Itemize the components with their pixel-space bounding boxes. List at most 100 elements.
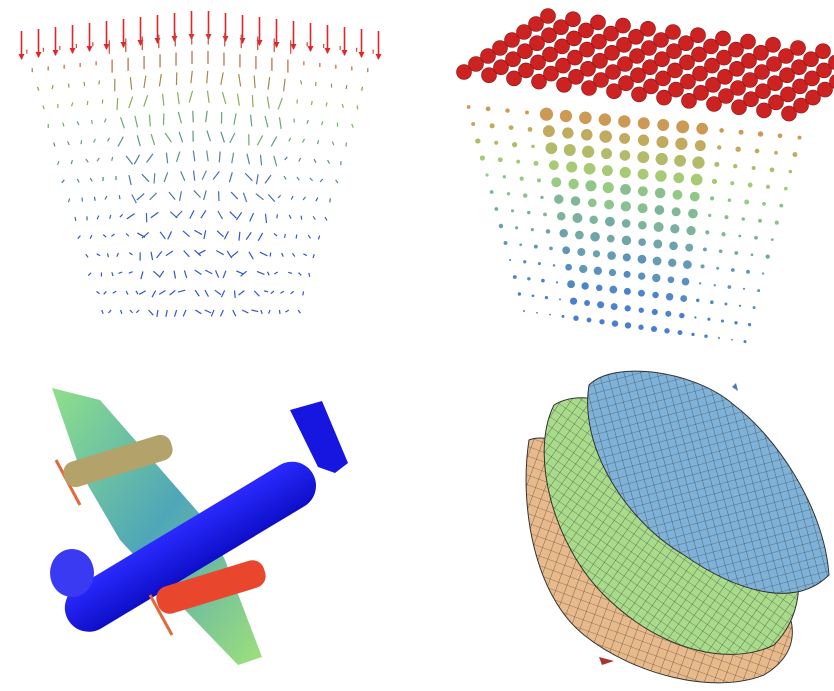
vector-arrow xyxy=(233,290,236,298)
vector-arrow xyxy=(201,170,208,181)
airplane-model xyxy=(50,388,348,665)
sphere xyxy=(714,161,720,167)
vector-arrow xyxy=(140,271,144,280)
sphere xyxy=(741,52,757,69)
vector-arrow xyxy=(148,309,154,316)
sphere xyxy=(668,81,684,98)
sphere xyxy=(599,130,612,143)
vector-arrow xyxy=(312,215,316,220)
vector-arrow xyxy=(192,150,196,162)
sphere xyxy=(605,216,615,227)
sphere xyxy=(530,54,546,71)
vector-arrow xyxy=(128,271,133,274)
vector-arrow xyxy=(278,309,281,315)
vector-arrow-head xyxy=(35,52,42,58)
vector-arrow xyxy=(205,110,208,123)
sphere xyxy=(731,338,733,341)
vector-arrow xyxy=(242,192,248,203)
sphere xyxy=(601,148,612,160)
vector-arrow xyxy=(93,196,96,201)
sphere xyxy=(580,61,596,77)
vector-arrow xyxy=(125,155,134,165)
vector-arrow xyxy=(361,86,364,91)
sphere xyxy=(590,232,600,242)
vector-arrow xyxy=(259,154,263,166)
vector-arrow xyxy=(236,93,240,106)
vector-arrow xyxy=(259,251,268,257)
sphere xyxy=(508,125,514,131)
sphere xyxy=(630,67,646,83)
vector-arrow-head xyxy=(239,38,246,44)
vector-arrow xyxy=(246,153,251,165)
sphere xyxy=(505,51,521,68)
sphere xyxy=(555,281,559,284)
sphere xyxy=(643,78,659,95)
sphere xyxy=(656,89,672,106)
sphere xyxy=(828,54,834,70)
sphere xyxy=(694,316,697,319)
sphere xyxy=(676,120,690,134)
vector-arrow-head xyxy=(52,50,59,56)
vector-arrow xyxy=(212,171,220,180)
sphere xyxy=(637,151,650,164)
vector-arrow xyxy=(288,137,292,142)
vector-arrow xyxy=(257,232,264,241)
vector-arrow xyxy=(153,173,156,184)
vector-arrow xyxy=(266,96,270,109)
vector-arrow xyxy=(249,212,255,222)
vector-arrow xyxy=(313,158,317,163)
sphere xyxy=(817,81,833,98)
vector-arrow-head xyxy=(103,44,110,50)
sphere xyxy=(655,70,671,87)
vector-arrow xyxy=(238,73,242,87)
sphere xyxy=(623,287,631,295)
vector-arrow xyxy=(296,176,300,181)
sphere xyxy=(790,40,806,56)
sphere xyxy=(705,77,721,93)
sphere xyxy=(629,48,645,64)
sphere xyxy=(706,96,722,112)
sphere xyxy=(704,57,720,74)
sphere xyxy=(766,56,782,72)
sphere xyxy=(674,154,686,167)
vector-arrow xyxy=(135,290,139,295)
vector-arrow xyxy=(103,290,107,295)
sphere xyxy=(568,69,584,85)
sphere xyxy=(665,293,674,301)
vector-arrow xyxy=(231,152,235,164)
sphere xyxy=(653,239,663,249)
vector-arrow xyxy=(177,289,186,293)
vector-arrow xyxy=(165,152,169,164)
sphere xyxy=(742,287,746,290)
sphere xyxy=(529,35,545,52)
vector-arrow xyxy=(36,86,40,91)
vector-arrow xyxy=(98,80,101,85)
vector-arrow xyxy=(306,119,309,124)
sphere xyxy=(638,220,647,230)
sphere xyxy=(757,289,761,293)
sphere xyxy=(669,241,678,251)
sphere xyxy=(579,264,588,274)
sphere xyxy=(517,292,522,296)
vector-arrow xyxy=(149,192,157,201)
vector-arrow xyxy=(141,231,150,239)
lower-engine xyxy=(148,560,266,636)
sphere xyxy=(602,182,614,194)
vector-arrow-head xyxy=(120,42,127,48)
sphere xyxy=(620,201,631,212)
sphere xyxy=(586,317,592,323)
sphere xyxy=(502,175,507,179)
sphere xyxy=(753,44,769,61)
vector-arrow xyxy=(128,252,133,256)
sphere xyxy=(680,73,696,90)
vector-arrow xyxy=(206,150,209,162)
sphere xyxy=(489,123,495,129)
sphere xyxy=(616,36,632,53)
vector-arrow xyxy=(222,270,227,279)
vector-arrow xyxy=(315,197,319,202)
vector-arrow xyxy=(119,309,123,314)
vector-arrow xyxy=(308,272,311,277)
sphere xyxy=(742,72,758,88)
vector-arrow xyxy=(214,289,222,296)
vector-arrow xyxy=(238,290,245,296)
